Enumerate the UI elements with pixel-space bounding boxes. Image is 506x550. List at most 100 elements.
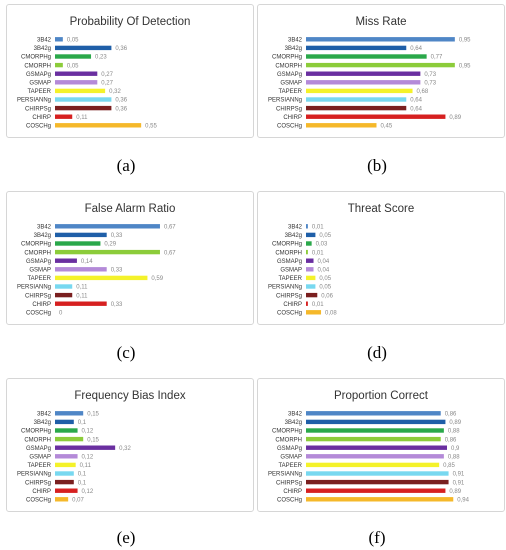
- data-label: 0,05: [319, 233, 331, 239]
- category-label: GSMAP: [280, 268, 302, 274]
- data-label: 0,64: [410, 46, 422, 52]
- data-label: 0,73: [424, 81, 436, 87]
- chart-panel-b: Miss Rate 3B42 0,95 3B42g 0,64 CMORPHg 0,77 CMO…: [257, 4, 505, 138]
- bar: [55, 37, 63, 42]
- data-label: 0,33: [111, 302, 123, 308]
- category-label: 3B42: [288, 225, 303, 231]
- data-label: 0,67: [164, 250, 176, 256]
- category-label: GSMAP: [280, 455, 302, 461]
- data-label: 0,11: [76, 115, 88, 121]
- category-label: CHIRPSg: [276, 106, 302, 112]
- data-label: 0,32: [119, 446, 131, 452]
- data-label: 0,03: [316, 242, 328, 248]
- bar: [55, 428, 78, 433]
- bar: [306, 310, 322, 315]
- chart-d: Threat Score 3B42 0,01 3B42g 0,05 CMORPHg 0,03…: [268, 203, 496, 324]
- bar: [306, 462, 440, 468]
- category-label: TAPEER: [278, 276, 302, 282]
- bar: [55, 45, 112, 51]
- category-label: PERSIANNg: [268, 98, 302, 104]
- chart-panel-a: Probability Of Detection 3B42 0,05 3B42g 0,3…: [6, 4, 254, 138]
- category-label: GSMAP: [29, 455, 51, 461]
- category-label: 3B42g: [34, 233, 51, 239]
- bar: [306, 71, 421, 76]
- data-label: 0,67: [164, 225, 176, 231]
- data-label: 0,36: [115, 46, 127, 52]
- category-label: 3B42g: [34, 46, 51, 52]
- category-label: CMORPH: [24, 63, 51, 69]
- data-label: 0,01: [312, 250, 324, 256]
- data-label: 0,89: [449, 420, 461, 426]
- bar: [55, 258, 77, 263]
- bar: [306, 45, 407, 51]
- category-label: PERSIANNg: [17, 285, 51, 291]
- bar: [306, 62, 455, 68]
- data-label: 0,88: [448, 455, 460, 461]
- category-label: CMORPH: [24, 250, 51, 256]
- data-label: 0,94: [457, 498, 469, 504]
- category-label: GSMAPg: [277, 259, 302, 265]
- data-label: 0,95: [459, 38, 471, 44]
- data-label: 0,64: [410, 106, 422, 112]
- data-label: 0,04: [318, 268, 330, 274]
- category-label: GSMAP: [29, 268, 51, 274]
- category-label: CMORPHg: [21, 429, 51, 435]
- data-label: 0,77: [431, 55, 443, 61]
- chart-c: False Alarm Ratio 3B42 0,67 3B42g 0,33 CMORPH…: [17, 203, 248, 324]
- category-label: CHIRPSg: [25, 480, 51, 486]
- panel-label-b: (b): [367, 156, 387, 175]
- panel-label-a: (a): [116, 156, 136, 175]
- data-label: 0,55: [145, 124, 157, 130]
- category-label: CHIRPSg: [276, 293, 302, 299]
- data-label: 0,15: [87, 412, 99, 418]
- category-label: GSMAPg: [277, 72, 302, 78]
- category-label: 3B42: [37, 38, 52, 44]
- category-label: COSCHg: [26, 124, 51, 130]
- data-label: 0,14: [81, 259, 93, 265]
- bar: [306, 224, 308, 229]
- category-label: COSCHg: [26, 311, 51, 317]
- data-label: 0,1: [78, 480, 87, 486]
- data-label: 0,05: [319, 285, 331, 291]
- bar: [55, 54, 92, 59]
- category-label: CMORPHg: [272, 55, 302, 61]
- bar: [306, 428, 444, 433]
- bar: [55, 301, 107, 306]
- category-label: PERSIANNg: [17, 472, 51, 478]
- category-label: GSMAPg: [26, 72, 51, 78]
- data-label: 0,12: [82, 489, 94, 495]
- bar: [306, 54, 427, 59]
- data-label: 0,64: [410, 98, 422, 104]
- bar: [306, 123, 377, 128]
- bar: [55, 436, 84, 442]
- data-label: 0,27: [101, 81, 113, 87]
- category-label: PERSIANNg: [268, 285, 302, 291]
- category-label: COSCHg: [26, 498, 51, 504]
- chart-f: Proportion Correct 3B42 0,86 3B42g 0,89 CMORP…: [268, 390, 499, 511]
- category-label: CMORPH: [275, 63, 302, 69]
- bar: [55, 224, 160, 229]
- bar: [306, 241, 312, 246]
- data-label: 0,86: [445, 412, 457, 418]
- bar: [306, 258, 314, 263]
- bar: [306, 284, 316, 289]
- bar: [55, 249, 160, 255]
- bar: [55, 241, 101, 246]
- data-label: 0,07: [72, 498, 84, 504]
- data-label: 0,68: [417, 89, 429, 95]
- category-label: CMORPHg: [21, 242, 51, 248]
- bar: [55, 71, 98, 76]
- data-label: 0,33: [111, 268, 123, 274]
- category-label: CMORPHg: [21, 55, 51, 61]
- data-label: 0,89: [449, 115, 461, 121]
- bar: [55, 419, 74, 425]
- bar: [306, 454, 444, 459]
- data-label: 0,05: [319, 276, 331, 282]
- bar: [306, 488, 446, 493]
- category-label: CHIRP: [283, 489, 302, 495]
- bar: [306, 419, 446, 425]
- bar: [55, 123, 142, 128]
- bar: [306, 232, 316, 238]
- panel-label-d: (d): [367, 343, 387, 362]
- category-label: 3B42: [37, 412, 52, 418]
